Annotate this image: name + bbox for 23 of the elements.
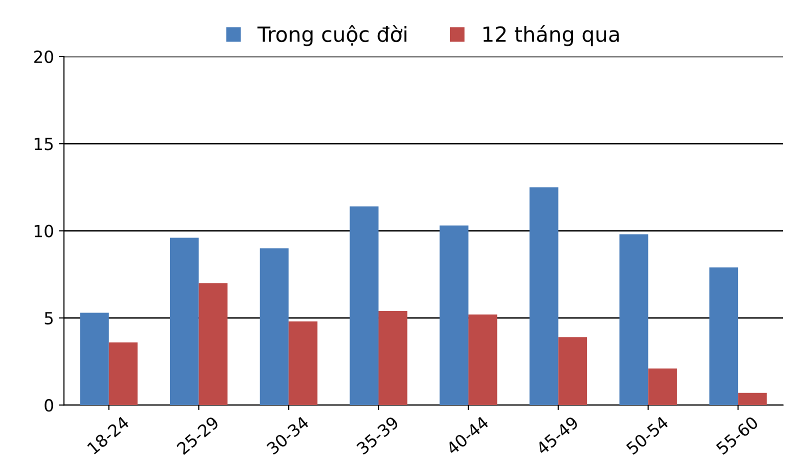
bar xyxy=(648,368,677,406)
legend-label: Trong cuộc đời xyxy=(257,25,406,46)
y-tick-label: 15 xyxy=(34,138,53,150)
bar xyxy=(198,283,228,406)
bar xyxy=(440,226,468,406)
bar xyxy=(558,337,588,406)
bar xyxy=(530,187,558,406)
bar xyxy=(709,267,738,406)
bar xyxy=(108,342,138,406)
legend-label: 12 tháng qua xyxy=(483,25,619,46)
bar xyxy=(288,321,318,406)
bar xyxy=(350,206,379,406)
bar xyxy=(170,238,199,406)
bar xyxy=(738,392,767,406)
y-tick-label: 5 xyxy=(44,312,53,324)
y-tick-label: 10 xyxy=(34,224,54,238)
bar xyxy=(468,314,498,406)
bar xyxy=(80,312,109,406)
bar xyxy=(378,310,408,406)
bar xyxy=(260,248,289,406)
bar xyxy=(619,234,648,406)
y-tick-label: 20 xyxy=(34,50,54,64)
y-tick-label: 0 xyxy=(44,399,54,412)
